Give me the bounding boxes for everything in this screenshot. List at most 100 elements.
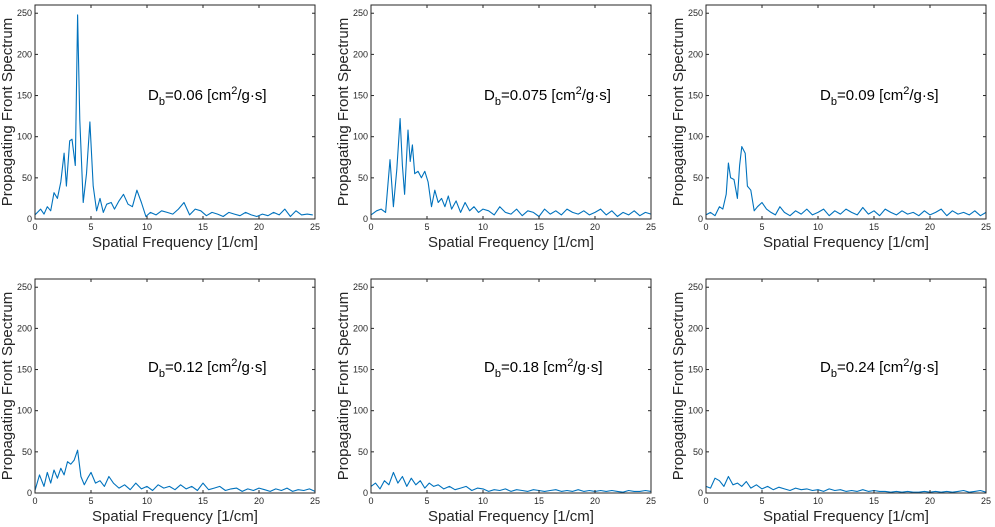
y-tick-label: 100 xyxy=(688,406,703,416)
x-tick-label: 10 xyxy=(142,496,152,506)
axes-box xyxy=(370,278,652,494)
x-axis-label: Spatial Frequency [1/cm] xyxy=(763,508,929,525)
y-tick-label: 100 xyxy=(353,406,368,416)
spectrum-series-line xyxy=(34,14,313,218)
y-tick-label: 250 xyxy=(688,282,703,292)
annotation-value: =0.06 [cm xyxy=(165,87,231,104)
x-tick-label: 20 xyxy=(254,222,264,232)
y-axis-label: Propagating Front Spectrum xyxy=(335,292,352,480)
annotation-rest: /g·s] xyxy=(909,359,938,376)
x-tick-label: 10 xyxy=(478,496,488,506)
y-tick-label: 250 xyxy=(353,282,368,292)
x-tick-label: 15 xyxy=(198,496,208,506)
spectrum-series-line xyxy=(370,118,652,218)
x-tick-label: 25 xyxy=(646,222,656,232)
annotation-base: D xyxy=(820,359,831,376)
x-tick-label: 5 xyxy=(88,222,93,232)
x-axis-label: Spatial Frequency [1/cm] xyxy=(92,508,258,525)
y-tick-label: 50 xyxy=(693,173,703,183)
y-tick-label: 0 xyxy=(698,488,703,498)
x-tick-label: 5 xyxy=(759,496,764,506)
x-axis-label: Spatial Frequency [1/cm] xyxy=(92,234,258,251)
annotation-base: D xyxy=(484,87,495,104)
x-axis-label: Spatial Frequency [1/cm] xyxy=(763,234,929,251)
x-tick-label: 20 xyxy=(590,496,600,506)
x-tick-label: 15 xyxy=(869,496,879,506)
y-tick-label: 250 xyxy=(688,8,703,18)
y-axis-label: Propagating Front Spectrum xyxy=(670,18,687,206)
y-axis-label: Propagating Front Spectrum xyxy=(335,18,352,206)
x-tick-label: 0 xyxy=(703,222,708,232)
spectrum-series-line xyxy=(705,475,987,493)
y-tick-label: 50 xyxy=(358,447,368,457)
y-tick-label: 50 xyxy=(22,447,32,457)
y-tick-label: 200 xyxy=(353,49,368,59)
annotation-rest: /g·s] xyxy=(237,359,266,376)
y-tick-label: 150 xyxy=(353,365,368,375)
annotation-base: D xyxy=(484,359,495,376)
x-tick-label: 25 xyxy=(981,496,991,506)
annotation-subscript: b xyxy=(831,368,837,380)
spectrum-series-line xyxy=(705,146,987,217)
x-tick-label: 15 xyxy=(534,496,544,506)
diffusion-coefficient-annotation: Db=0.075 [cm2/g·s] xyxy=(484,85,611,108)
x-tick-label: 25 xyxy=(310,496,320,506)
diffusion-coefficient-annotation: Db=0.06 [cm2/g·s] xyxy=(148,85,267,108)
y-axis-label: Propagating Front Spectrum xyxy=(0,292,16,480)
annotation-value: =0.12 [cm xyxy=(165,359,231,376)
x-tick-label: 5 xyxy=(88,496,93,506)
y-tick-label: 150 xyxy=(17,365,32,375)
x-tick-label: 25 xyxy=(310,222,320,232)
y-tick-label: 150 xyxy=(688,365,703,375)
axes-box xyxy=(34,4,316,220)
y-tick-label: 0 xyxy=(27,488,32,498)
annotation-superscript: 2 xyxy=(567,357,573,369)
x-tick-label: 10 xyxy=(478,222,488,232)
y-axis-label: Propagating Front Spectrum xyxy=(0,18,16,206)
annotation-superscript: 2 xyxy=(231,357,237,369)
y-tick-label: 50 xyxy=(693,447,703,457)
y-axis-label: Propagating Front Spectrum xyxy=(670,292,687,480)
x-tick-label: 5 xyxy=(424,222,429,232)
annotation-rest: /g·s] xyxy=(582,87,611,104)
y-tick-label: 0 xyxy=(363,488,368,498)
y-tick-label: 100 xyxy=(353,132,368,142)
x-axis-label: Spatial Frequency [1/cm] xyxy=(428,508,594,525)
annotation-rest: /g·s] xyxy=(909,87,938,104)
x-tick-label: 0 xyxy=(368,496,373,506)
annotation-rest: /g·s] xyxy=(237,87,266,104)
x-tick-label: 5 xyxy=(424,496,429,506)
annotation-superscript: 2 xyxy=(903,85,909,97)
axes-box xyxy=(705,278,987,494)
diffusion-coefficient-annotation: Db=0.24 [cm2/g·s] xyxy=(820,357,939,380)
annotation-base: D xyxy=(148,87,159,104)
x-tick-label: 0 xyxy=(32,496,37,506)
annotation-superscript: 2 xyxy=(231,85,237,97)
x-tick-label: 10 xyxy=(142,222,152,232)
y-tick-label: 100 xyxy=(17,132,32,142)
annotation-value: =0.18 [cm xyxy=(501,359,567,376)
y-tick-label: 250 xyxy=(17,8,32,18)
y-tick-label: 200 xyxy=(17,323,32,333)
x-tick-label: 25 xyxy=(646,496,656,506)
y-tick-label: 0 xyxy=(698,214,703,224)
x-tick-label: 5 xyxy=(759,222,764,232)
y-tick-label: 100 xyxy=(17,406,32,416)
x-tick-label: 20 xyxy=(254,496,264,506)
y-tick-label: 200 xyxy=(688,49,703,59)
x-tick-label: 15 xyxy=(534,222,544,232)
x-tick-label: 20 xyxy=(925,496,935,506)
axes-box xyxy=(705,4,987,220)
x-tick-label: 20 xyxy=(925,222,935,232)
y-tick-label: 50 xyxy=(22,173,32,183)
y-tick-label: 200 xyxy=(17,49,32,59)
x-axis-label: Spatial Frequency [1/cm] xyxy=(428,234,594,251)
spectrum-series-line xyxy=(370,471,652,493)
x-tick-label: 20 xyxy=(590,222,600,232)
annotation-subscript: b xyxy=(159,368,165,380)
